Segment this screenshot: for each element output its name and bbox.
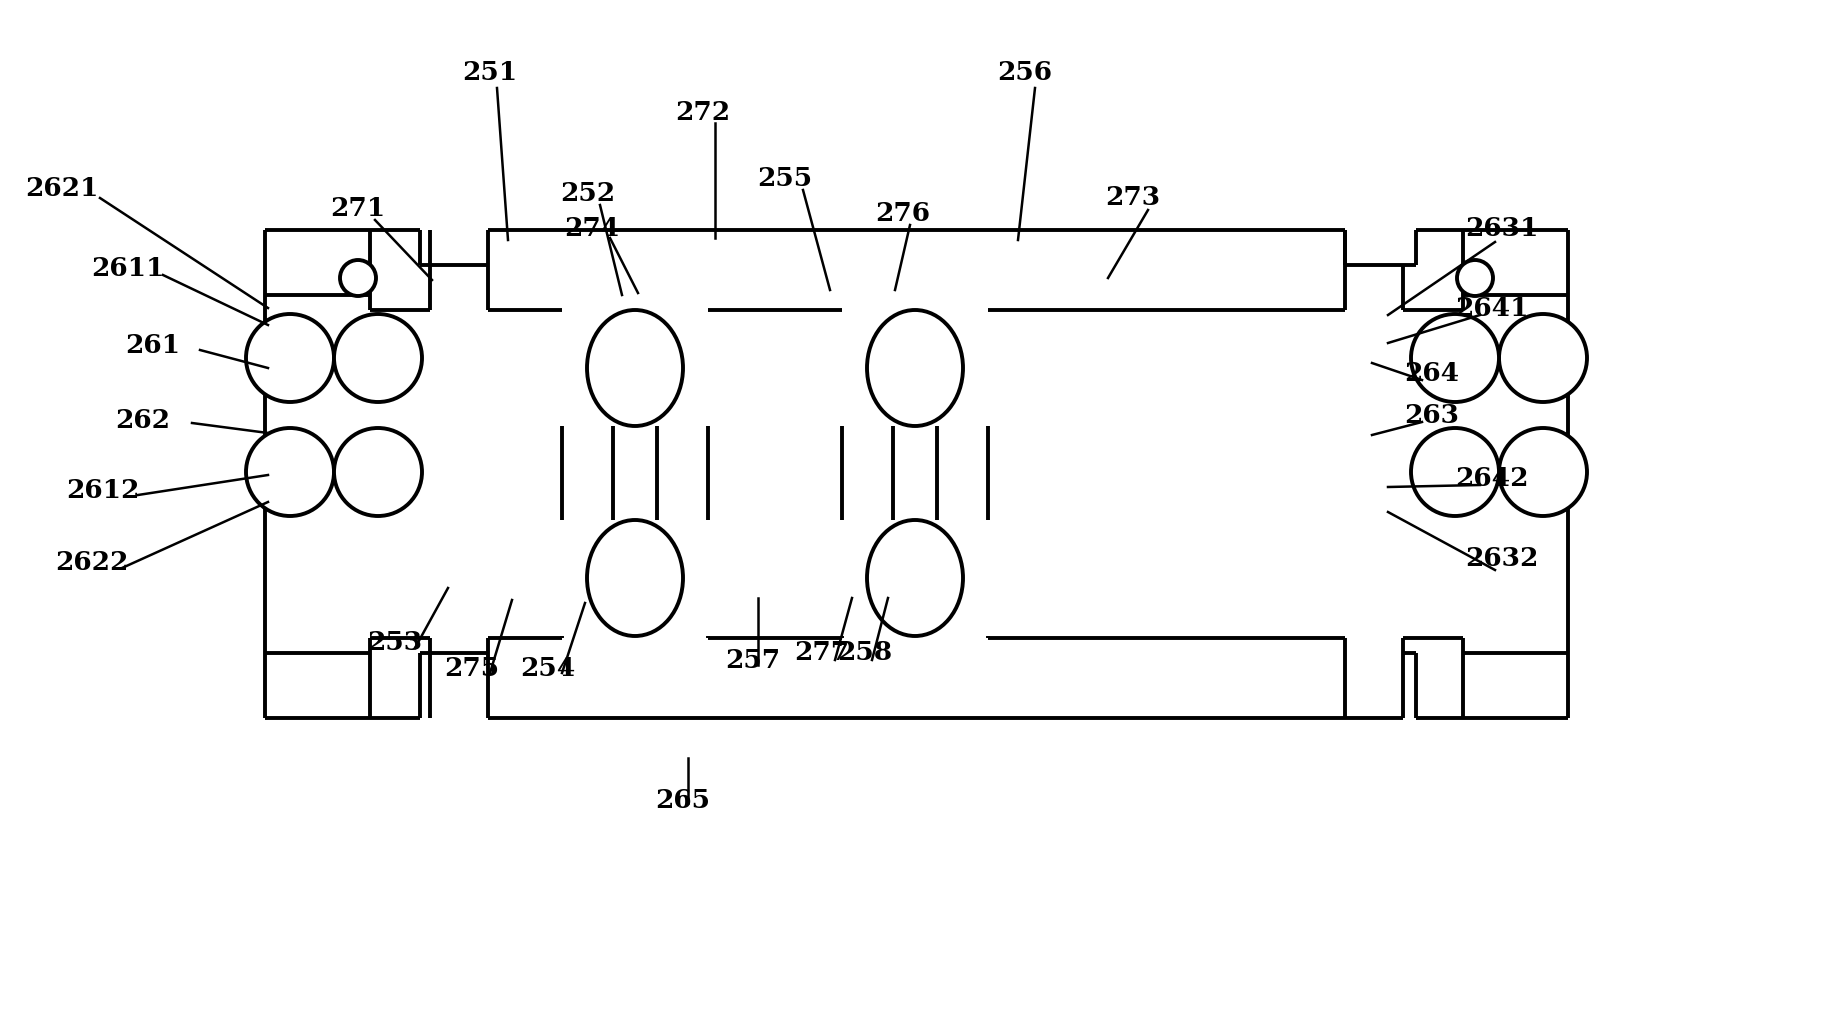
Text: 272: 272 (674, 99, 731, 124)
Text: 258: 258 (837, 641, 892, 665)
Text: 275: 275 (443, 656, 500, 681)
Text: 261: 261 (125, 332, 180, 358)
Text: 2631: 2631 (1464, 215, 1537, 241)
Text: 256: 256 (997, 59, 1052, 84)
Circle shape (1499, 428, 1587, 516)
Circle shape (1411, 314, 1499, 402)
Text: 2642: 2642 (1455, 465, 1528, 491)
Text: 253: 253 (366, 630, 423, 656)
Text: 2612: 2612 (66, 478, 139, 502)
Circle shape (245, 314, 333, 402)
Circle shape (333, 428, 421, 516)
Text: 265: 265 (656, 787, 711, 813)
Text: 251: 251 (462, 59, 517, 84)
Ellipse shape (867, 310, 962, 426)
Ellipse shape (586, 310, 683, 426)
Text: 2632: 2632 (1464, 545, 1537, 571)
Text: 264: 264 (1403, 361, 1458, 385)
Text: 257: 257 (725, 648, 780, 672)
Text: 276: 276 (876, 201, 931, 226)
Text: 254: 254 (520, 656, 575, 681)
Text: 271: 271 (330, 196, 385, 220)
Text: 274: 274 (564, 215, 619, 241)
Text: 262: 262 (115, 408, 170, 433)
Text: 252: 252 (561, 180, 616, 205)
Text: 2611: 2611 (92, 255, 165, 281)
Circle shape (1499, 314, 1587, 402)
Circle shape (245, 428, 333, 516)
Circle shape (1411, 428, 1499, 516)
Text: 273: 273 (1105, 184, 1160, 209)
Text: 2641: 2641 (1455, 295, 1528, 321)
Text: 263: 263 (1403, 403, 1458, 427)
Ellipse shape (867, 520, 962, 636)
Circle shape (333, 314, 421, 402)
Text: 2621: 2621 (26, 175, 99, 201)
Circle shape (339, 260, 376, 296)
Text: 255: 255 (757, 165, 812, 191)
Text: 277: 277 (793, 641, 848, 665)
Circle shape (1456, 260, 1493, 296)
Text: 2622: 2622 (55, 549, 128, 574)
Ellipse shape (586, 520, 683, 636)
